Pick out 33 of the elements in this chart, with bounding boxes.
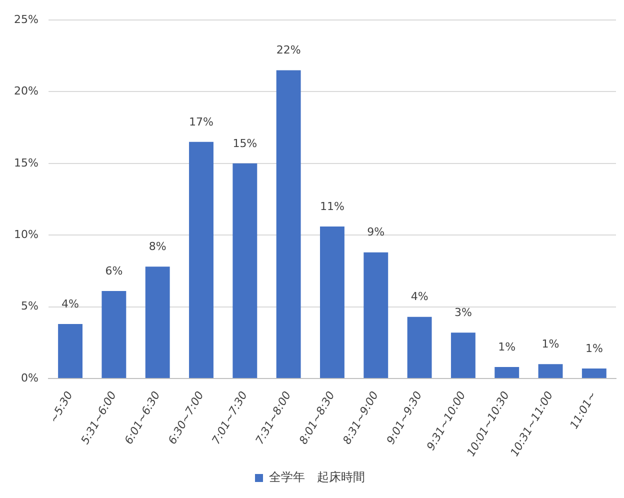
data-label: 8% xyxy=(148,240,166,254)
bar xyxy=(276,70,301,378)
bar xyxy=(364,252,388,378)
y-tick-label: 10% xyxy=(14,228,38,241)
data-label: 4% xyxy=(62,297,80,310)
data-label: 9% xyxy=(367,226,385,239)
y-tick-label: 25% xyxy=(14,12,38,26)
bar xyxy=(407,316,432,378)
data-label: 15% xyxy=(232,136,258,150)
bar xyxy=(102,291,126,378)
data-label: 1% xyxy=(585,342,603,355)
data-label: 3% xyxy=(454,306,472,319)
bar xyxy=(189,142,214,378)
bar xyxy=(450,332,476,378)
y-tick-label: 15% xyxy=(14,156,38,170)
bar xyxy=(494,367,520,378)
bar xyxy=(538,364,563,378)
legend-label: 全学年 起床時間 xyxy=(269,470,365,484)
data-label: 11% xyxy=(320,200,344,213)
data-label: 6% xyxy=(105,264,123,278)
y-tick-label: 5% xyxy=(20,300,38,313)
data-label: 17% xyxy=(189,115,214,128)
bar xyxy=(145,266,170,378)
data-label: 1% xyxy=(542,338,560,351)
data-label: 4% xyxy=(410,290,428,304)
bar xyxy=(582,368,606,378)
data-label: 1% xyxy=(498,340,516,354)
bar xyxy=(232,163,258,378)
data-label: 22% xyxy=(276,44,301,57)
bar xyxy=(58,324,83,378)
y-tick-label: 20% xyxy=(14,84,38,98)
bar xyxy=(320,226,344,378)
y-tick-label: 0% xyxy=(20,371,38,384)
